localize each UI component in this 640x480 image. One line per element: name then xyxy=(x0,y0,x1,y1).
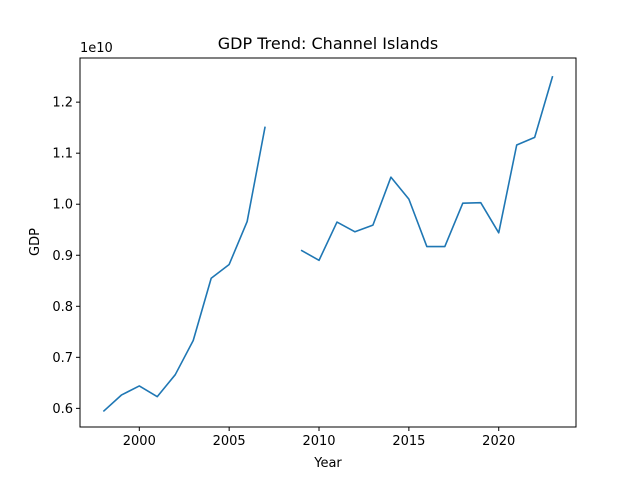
y-tick-label: 0.7 xyxy=(52,351,73,366)
y-tick-label: 0.9 xyxy=(52,249,73,264)
series-layer xyxy=(102,75,554,413)
gdp-series-line xyxy=(102,126,266,413)
x-tick-label: 2015 xyxy=(392,434,425,449)
y-tick-label: 0.8 xyxy=(52,300,73,315)
chart-title: GDP Trend: Channel Islands xyxy=(218,34,438,53)
y-axis: 0.6 0.7 0.8 0.9 1.0 1.1 1.2 xyxy=(52,96,80,417)
x-axis-label: Year xyxy=(313,456,342,471)
x-axis: 2000 2005 2010 2015 2020 xyxy=(123,427,515,449)
y-tick-label: 1.1 xyxy=(52,147,73,162)
y-tick-label: 1.0 xyxy=(52,198,73,213)
x-tick-label: 2005 xyxy=(213,434,246,449)
x-tick-label: 2020 xyxy=(482,434,515,449)
x-tick-label: 2010 xyxy=(302,434,335,449)
gdp-series-line xyxy=(300,75,554,262)
y-offset-label: 1e10 xyxy=(80,41,113,56)
plot-area xyxy=(79,57,577,428)
y-axis-label: GDP xyxy=(28,228,43,256)
y-tick-label: 1.2 xyxy=(52,96,73,111)
x-tick-label: 2000 xyxy=(123,434,156,449)
axes-frame xyxy=(79,57,577,428)
y-tick-label: 0.6 xyxy=(52,402,73,417)
